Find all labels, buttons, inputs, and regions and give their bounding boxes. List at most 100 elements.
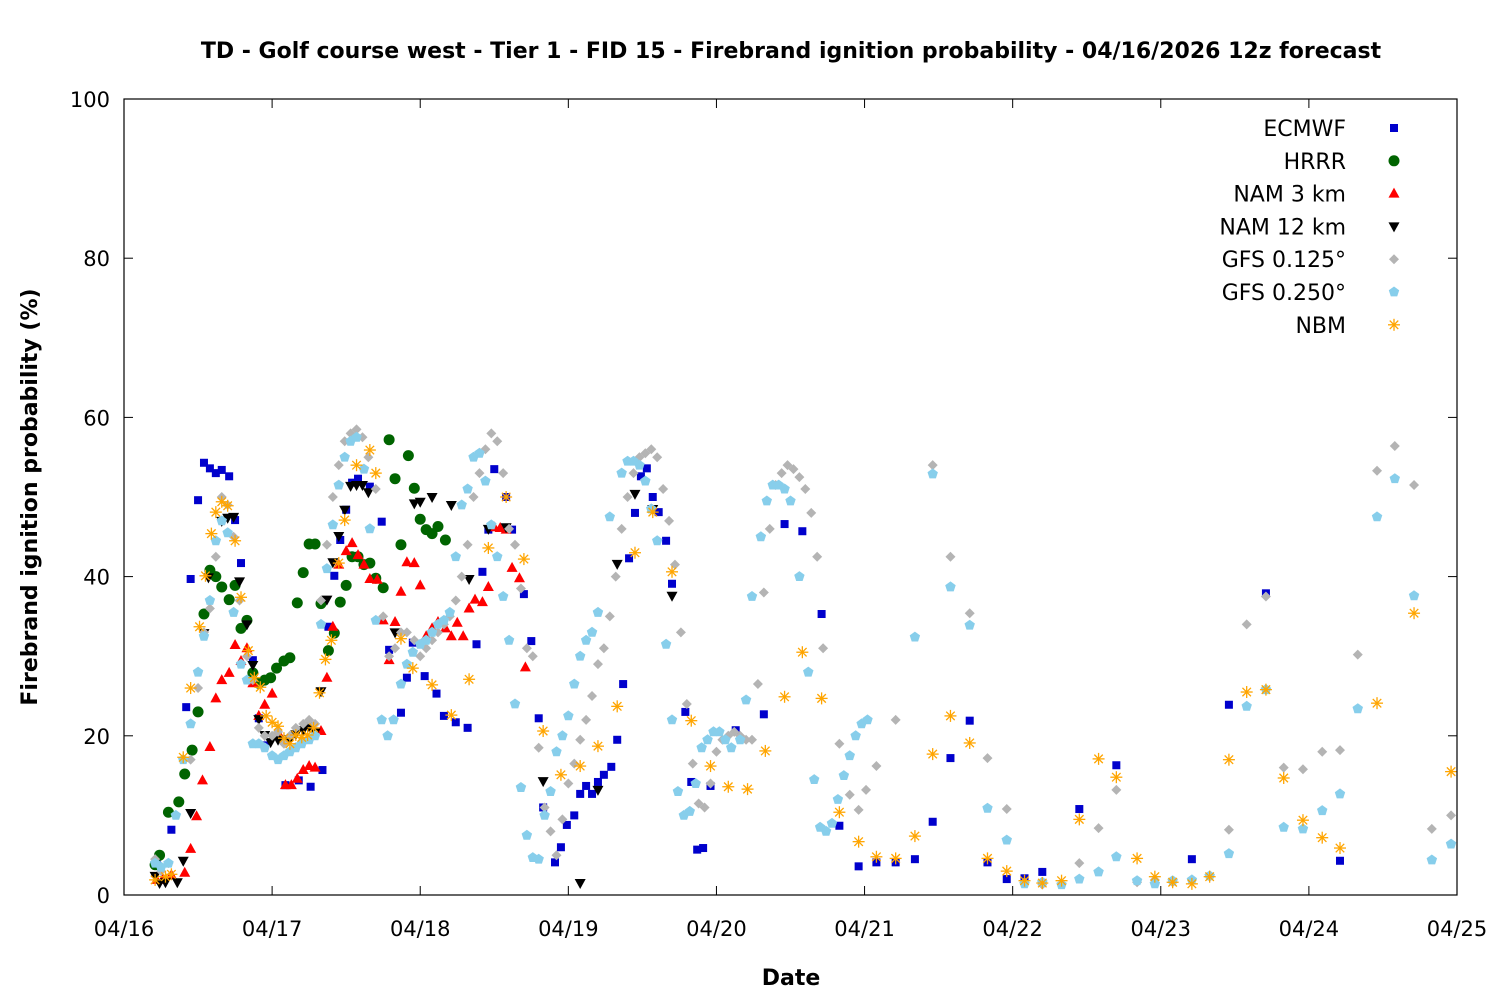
data-point	[852, 835, 865, 848]
data-point	[205, 464, 214, 473]
data-point	[1149, 878, 1161, 889]
data-point	[890, 714, 901, 725]
data-point	[1036, 877, 1049, 890]
data-point	[235, 622, 247, 634]
data-point	[527, 637, 536, 646]
data-point	[681, 707, 690, 716]
data-point	[835, 821, 844, 830]
data-point	[780, 520, 789, 529]
data-point	[265, 738, 277, 749]
data-point	[313, 686, 326, 699]
series-nbm	[149, 444, 1458, 890]
data-point	[794, 571, 805, 581]
data-point	[746, 734, 757, 745]
data-point	[734, 734, 746, 745]
data-point	[1316, 831, 1329, 844]
data-point	[687, 758, 698, 769]
legend-label: NBM	[1295, 314, 1346, 339]
data-point	[327, 492, 338, 502]
data-point	[519, 590, 528, 599]
data-point	[198, 630, 210, 641]
data-point	[315, 595, 326, 606]
data-point	[186, 744, 198, 756]
data-point	[173, 796, 185, 808]
x-tick-label: 04/17	[242, 917, 303, 941]
x-tick-label: 04/18	[390, 917, 451, 941]
data-point	[613, 735, 622, 744]
data-point	[165, 868, 178, 881]
data-point	[778, 690, 791, 703]
data-point	[870, 850, 883, 863]
series-hrrr	[149, 434, 451, 871]
y-axis-label: Firebrand ignition probability (%)	[18, 288, 43, 705]
data-point	[184, 682, 197, 695]
data-point	[193, 683, 204, 694]
data-point	[469, 593, 481, 604]
data-point	[191, 810, 203, 821]
data-point	[672, 786, 684, 796]
data-point	[364, 523, 376, 534]
series-nam-12-km	[149, 481, 678, 890]
data-point	[401, 556, 413, 567]
data-point	[581, 714, 592, 725]
data-point	[370, 614, 381, 625]
data-point	[619, 680, 628, 689]
data-point	[420, 634, 432, 645]
data-point	[662, 536, 671, 545]
data-point	[363, 452, 374, 463]
data-point	[198, 608, 210, 620]
data-point	[159, 878, 171, 889]
data-point	[607, 762, 616, 771]
data-point	[761, 495, 772, 506]
data-point	[1352, 649, 1363, 660]
data-point	[910, 855, 919, 864]
data-point	[445, 630, 457, 641]
data-point	[1426, 823, 1437, 834]
data-point	[513, 572, 525, 583]
data-point	[945, 551, 956, 562]
data-point	[720, 734, 731, 745]
data-point	[964, 619, 975, 630]
data-point	[1445, 765, 1458, 778]
data-point	[229, 534, 242, 547]
data-point	[622, 492, 633, 502]
data-point	[652, 535, 663, 546]
data-point	[406, 662, 419, 675]
data-point	[490, 465, 499, 474]
data-point	[927, 460, 938, 471]
data-point	[705, 778, 716, 789]
data-point	[407, 646, 418, 657]
data-point	[384, 651, 395, 662]
data-point	[521, 643, 532, 654]
series-gfs-0-250-	[149, 431, 1457, 890]
data-point	[149, 873, 162, 886]
chart-title: TD - Golf course west - Tier 1 - FID 15 …	[201, 39, 1382, 64]
data-point	[591, 740, 604, 753]
data-point	[402, 673, 411, 682]
data-point	[185, 842, 197, 853]
data-point	[315, 618, 327, 629]
data-point	[339, 505, 351, 516]
data-point	[545, 826, 556, 837]
data-point	[204, 595, 216, 605]
data-point	[1222, 753, 1235, 766]
data-point	[228, 512, 240, 523]
data-point	[1074, 873, 1085, 884]
data-point	[205, 527, 218, 540]
data-point	[1334, 788, 1346, 799]
legend-marker	[1388, 187, 1400, 198]
data-point	[861, 784, 872, 795]
data-point	[1131, 875, 1143, 886]
data-point	[186, 574, 195, 583]
data-point	[432, 520, 444, 532]
data-point	[229, 639, 241, 650]
x-tick-label: 04/24	[1279, 917, 1340, 941]
data-point	[628, 468, 639, 479]
data-point	[185, 718, 196, 729]
data-point	[318, 766, 327, 775]
data-point	[339, 451, 350, 462]
data-point	[394, 632, 407, 645]
data-point	[199, 569, 212, 582]
data-point	[163, 857, 174, 868]
